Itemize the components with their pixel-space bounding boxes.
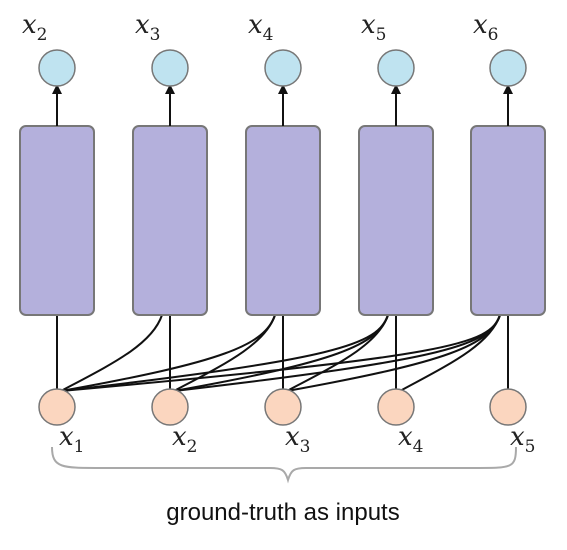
input-label-3-var: x [285, 422, 300, 452]
output-label-4: x5 [361, 10, 387, 45]
model-blocks [19, 125, 546, 316]
output-label-3: x4 [248, 10, 274, 45]
model-block-1 [19, 125, 95, 316]
output-label-5-sub: 6 [488, 25, 499, 45]
model-block-2 [132, 125, 208, 316]
input-label-4: x4 [398, 422, 424, 457]
output-node-4 [377, 49, 415, 87]
caption-text: ground-truth as inputs [166, 499, 399, 526]
output-label-1-var: x [22, 10, 37, 40]
input-label-5-var: x [510, 422, 525, 452]
input-node-5 [489, 388, 527, 426]
input-node-2 [151, 388, 189, 426]
wire-1-to-block-2 [60, 314, 163, 392]
input-label-3: x3 [285, 422, 311, 457]
output-nodes: x2 x3 x4 x5 x6 [22, 10, 527, 87]
input-label-5-sub: 5 [525, 437, 536, 457]
output-label-2: x3 [135, 10, 161, 45]
input-label-2-var: x [172, 422, 187, 452]
output-label-2-sub: 3 [150, 25, 161, 45]
output-label-3-var: x [248, 10, 263, 40]
output-node-3 [264, 49, 302, 87]
output-node-2 [151, 49, 189, 87]
input-label-1-sub: 1 [74, 437, 85, 457]
input-nodes: x1 x2 x3 x4 x5 [38, 388, 536, 457]
input-label-2-sub: 2 [187, 437, 198, 457]
output-label-4-var: x [361, 10, 376, 40]
input-label-4-sub: 4 [413, 437, 424, 457]
output-label-1-sub: 2 [37, 25, 48, 45]
output-node-5 [489, 49, 527, 87]
input-label-5: x5 [510, 422, 536, 457]
wire-3-to-block-4 [286, 314, 389, 392]
input-label-1: x1 [59, 422, 85, 457]
output-node-1 [38, 49, 76, 87]
wire-2-to-block-3 [173, 314, 276, 392]
output-label-2-var: x [135, 10, 150, 40]
output-label-5: x6 [473, 10, 499, 45]
output-label-3-sub: 4 [263, 25, 274, 45]
input-node-1 [38, 388, 76, 426]
model-block-4 [358, 125, 434, 316]
output-label-1: x2 [22, 10, 48, 45]
input-label-4-var: x [398, 422, 413, 452]
input-label-3-sub: 3 [300, 437, 311, 457]
input-node-3 [264, 388, 302, 426]
input-node-4 [377, 388, 415, 426]
input-label-1-var: x [59, 422, 74, 452]
wire-4-to-block-5 [399, 314, 501, 392]
output-label-5-var: x [473, 10, 488, 40]
model-block-5 [470, 125, 546, 316]
output-label-4-sub: 5 [376, 25, 387, 45]
model-block-3 [245, 125, 321, 316]
input-brace [51, 446, 517, 484]
connection-wires [56, 314, 509, 392]
output-arrows [52, 84, 513, 126]
input-label-2: x2 [172, 422, 198, 457]
